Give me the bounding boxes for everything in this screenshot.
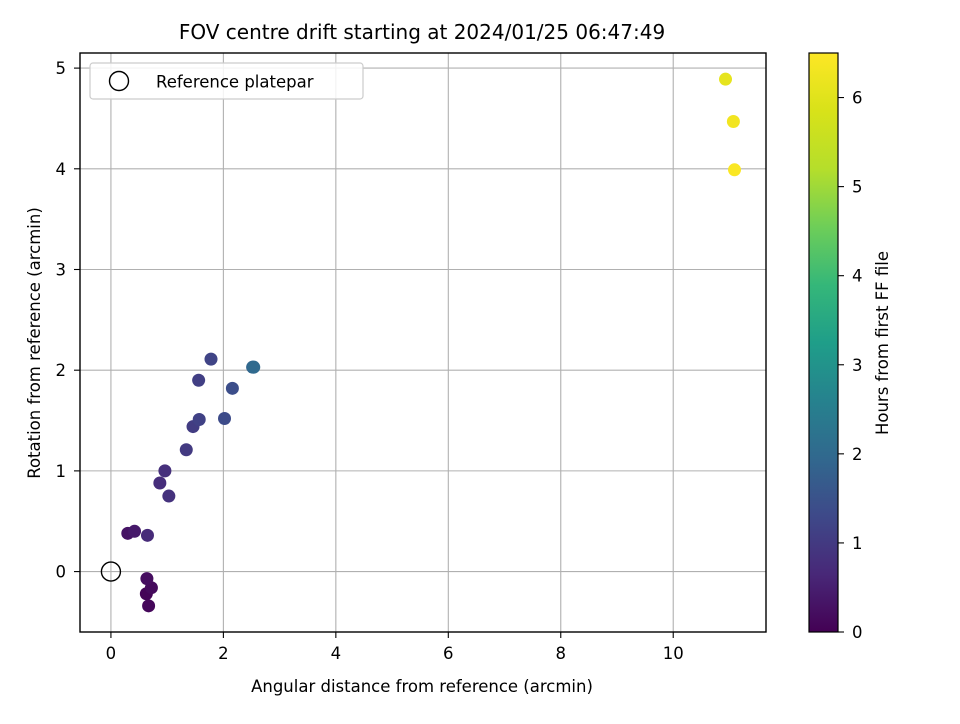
- scatter-point: [179, 443, 193, 457]
- legend: Reference platepar: [89, 62, 364, 100]
- scatter-point: [218, 412, 232, 426]
- y-axis-ticks: 0 1 2 3 4 5: [56, 59, 80, 582]
- plot-frame: [79, 52, 767, 633]
- x-tick-label: 8: [556, 644, 567, 663]
- x-tick-label: 6: [443, 644, 454, 663]
- colorbar-tick-label: 1: [852, 534, 863, 553]
- x-tick-label: 2: [218, 644, 229, 663]
- scatter-point: [728, 163, 742, 177]
- colorbar-tick-label: 4: [852, 267, 863, 286]
- y-tick-label: 2: [56, 361, 67, 380]
- colorbar-tick-label: 0: [852, 623, 863, 642]
- x-tick-label: 4: [331, 644, 342, 663]
- scatter-point: [140, 572, 154, 586]
- y-tick-label: 4: [56, 160, 67, 179]
- scatter-point: [142, 599, 156, 613]
- colorbar-label: Hours from first FF file: [873, 251, 892, 435]
- scatter-point: [128, 524, 142, 538]
- scatter-point: [153, 476, 167, 490]
- reference-point-layer: [100, 561, 122, 582]
- scatter-point: [204, 352, 218, 366]
- reference-platepar-marker: [100, 561, 122, 582]
- colorbar-ticks: 0 1 2 3 4 5 6: [838, 89, 863, 642]
- scatter-point: [726, 114, 740, 128]
- y-tick-label: 3: [56, 260, 67, 279]
- scatter-point: [719, 72, 733, 86]
- grid: [80, 53, 766, 632]
- colorbar: 0 1 2 3 4 5 6 Hours from first FF file: [808, 52, 892, 642]
- scatter-points: [121, 72, 742, 613]
- colorbar-tick-label: 5: [852, 178, 863, 197]
- legend-label-reference: Reference platepar: [156, 73, 314, 92]
- colorbar-tick-label: 3: [852, 356, 863, 375]
- scatter-point: [225, 381, 239, 395]
- legend-marker-reference: [108, 70, 130, 92]
- scatter-point: [192, 413, 206, 427]
- scatter-point: [140, 528, 154, 542]
- x-tick-label: 10: [663, 644, 684, 663]
- scatter-point: [158, 464, 172, 478]
- x-axis-ticks: 0 2 4 6 8 10: [106, 632, 684, 663]
- y-tick-label: 5: [56, 59, 67, 78]
- colorbar-tick-label: 6: [852, 89, 863, 108]
- y-axis-label: Rotation from reference (arcmin): [25, 207, 44, 479]
- legend-box: [89, 62, 364, 100]
- x-tick-label: 0: [106, 644, 117, 663]
- y-tick-label: 0: [56, 563, 67, 582]
- chart-title: FOV centre drift starting at 2024/01/25 …: [179, 20, 665, 44]
- scatter-point: [192, 373, 206, 387]
- colorbar-tick-label: 2: [852, 445, 863, 464]
- colorbar-gradient: [808, 52, 839, 633]
- scatter-point: [162, 489, 176, 503]
- x-axis-label: Angular distance from reference (arcmin): [251, 677, 593, 696]
- y-tick-label: 1: [56, 462, 67, 481]
- scatter-point: [247, 360, 261, 374]
